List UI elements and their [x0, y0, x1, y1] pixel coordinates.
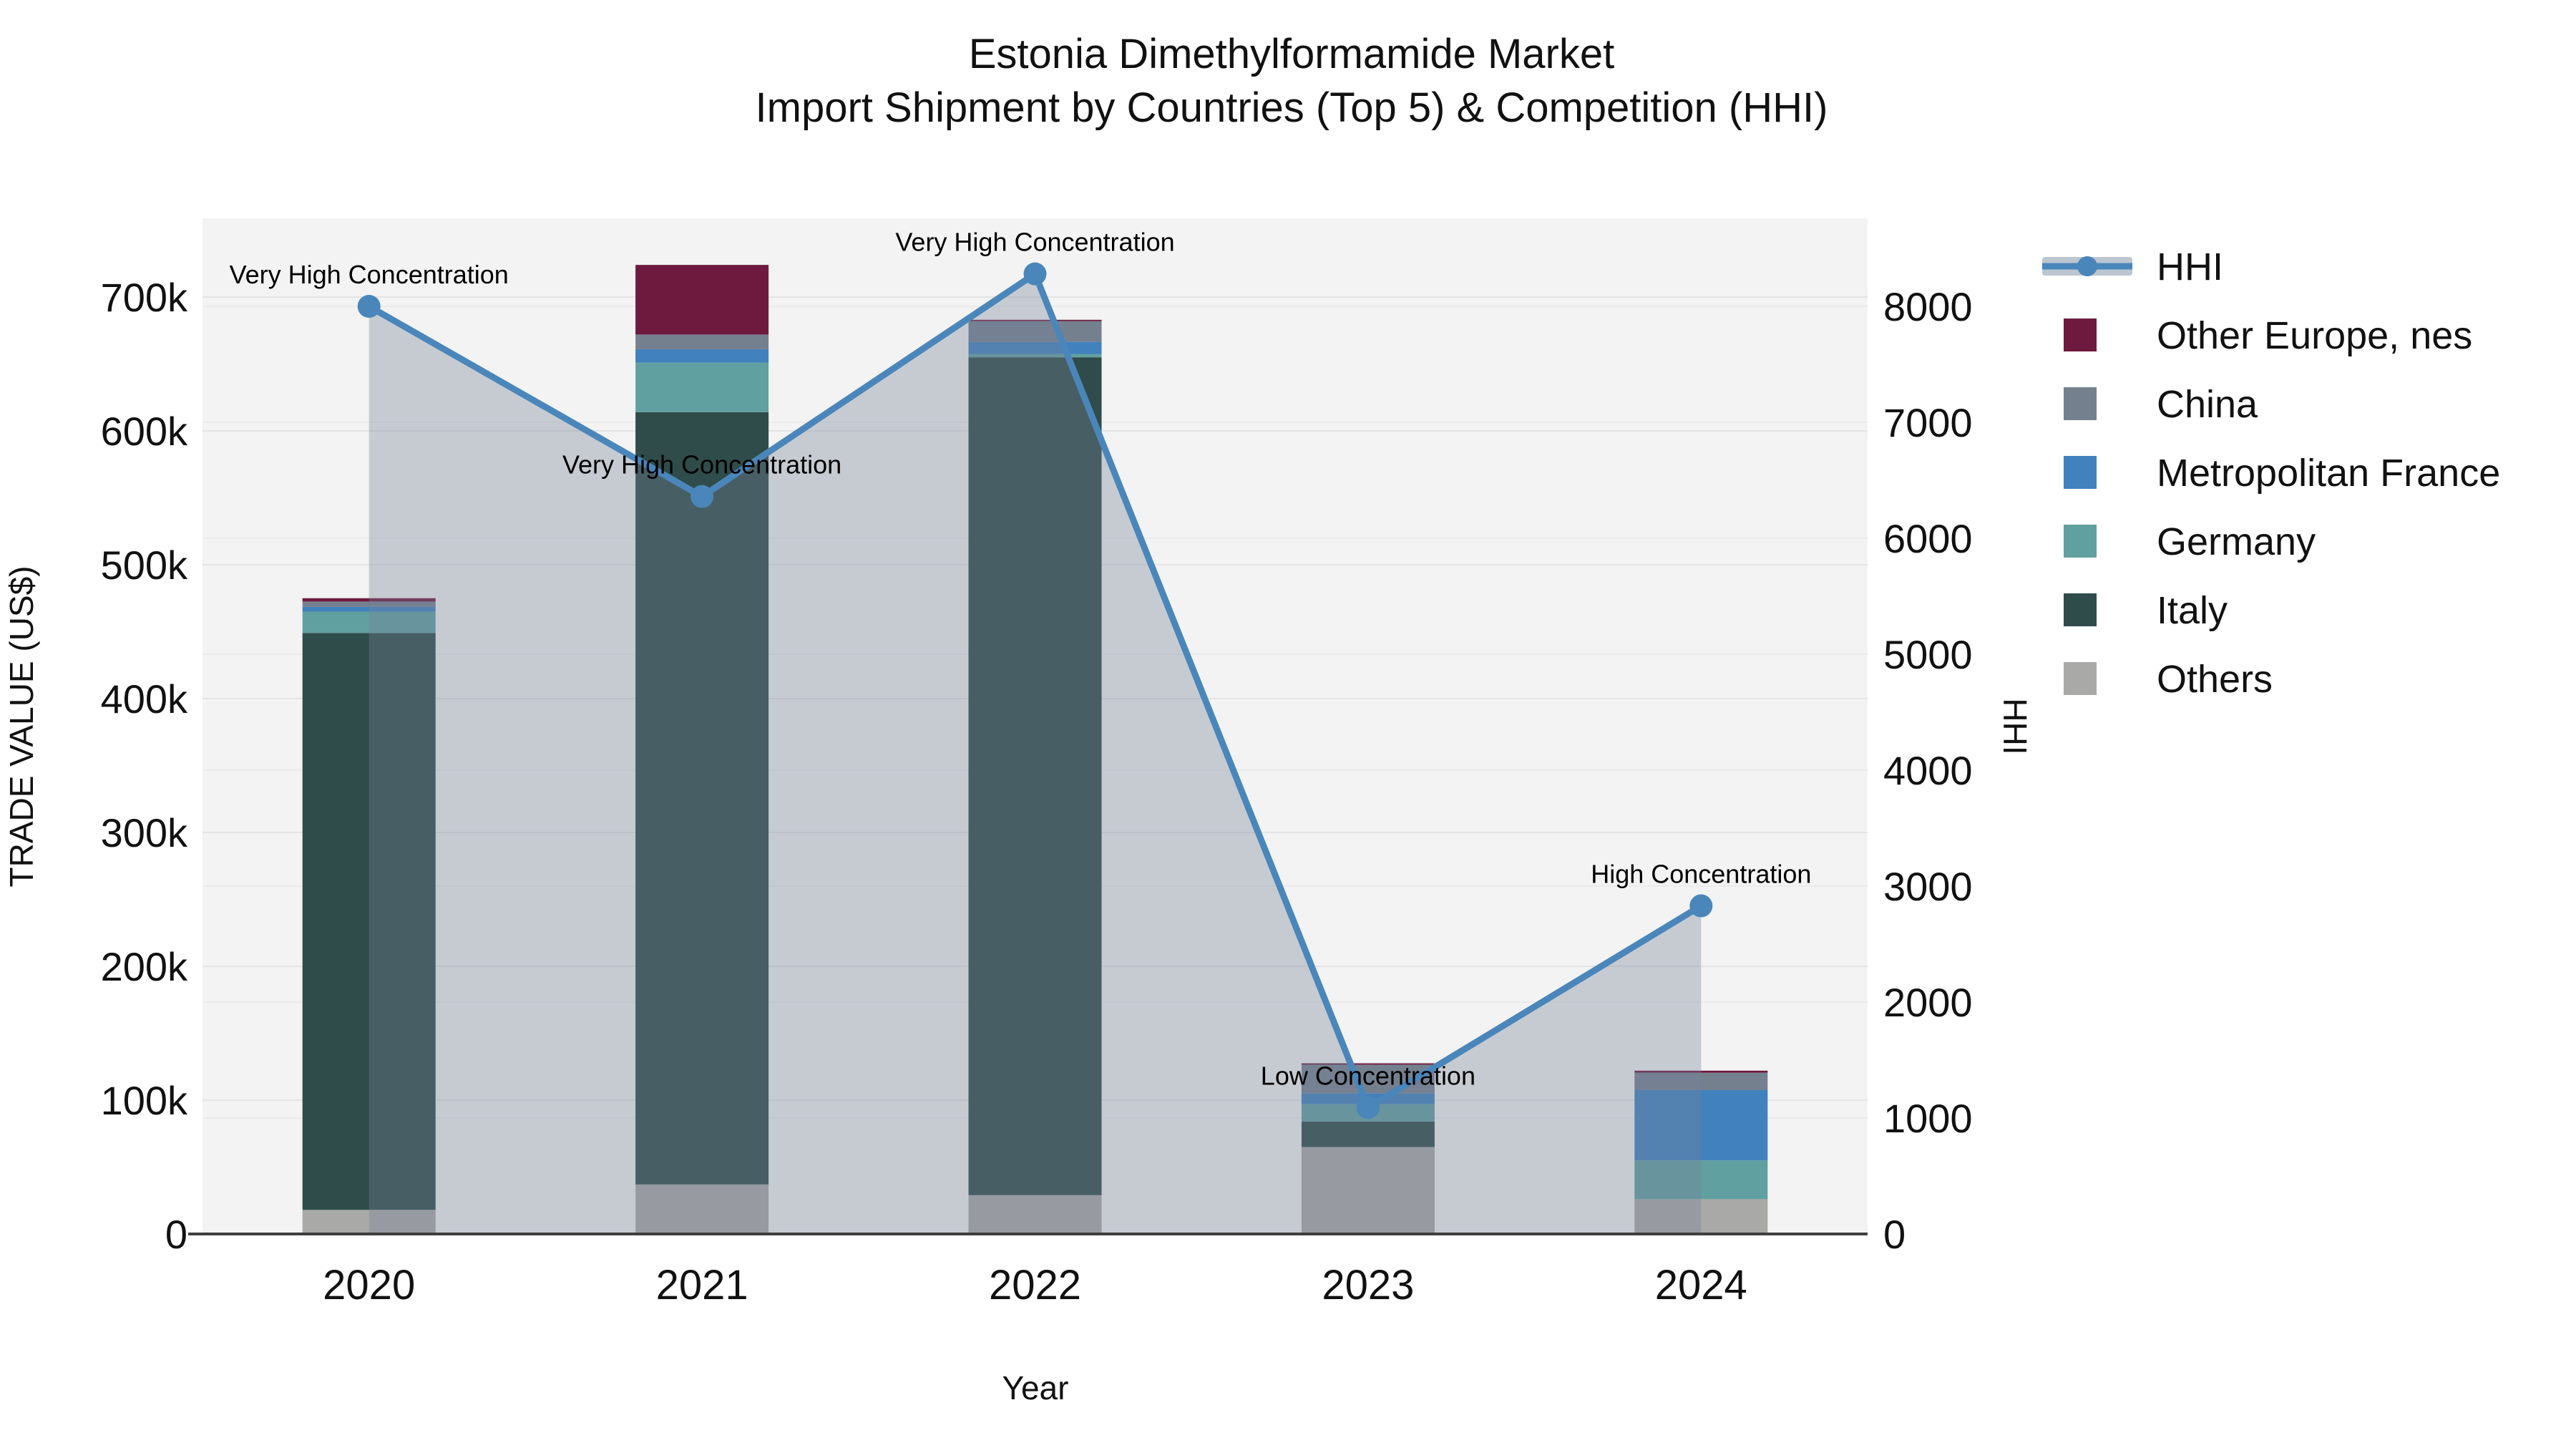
bar-segment-italy-2020	[302, 633, 436, 1210]
bar-segment-other-europe-nes-2021	[635, 265, 769, 335]
legend-item-other-europe-nes[interactable]: Other Europe, nes	[2064, 314, 2472, 357]
legend-item-italy[interactable]: Italy	[2064, 589, 2228, 632]
bar-segment-germany-2020	[302, 611, 436, 633]
legend-swatch	[2064, 456, 2097, 489]
bar-segment-other-europe-nes-2023	[1301, 1063, 1435, 1065]
bar-segment-italy-2022	[968, 357, 1102, 1195]
y-left-tick-500k: 500k	[101, 543, 188, 588]
hhi-marker-2023	[1356, 1096, 1380, 1119]
chart-title-line1: Estonia Dimethylformamide Market	[969, 31, 1615, 77]
legend-label: Italy	[2157, 589, 2228, 632]
bar-segment-italy-2023	[1301, 1121, 1435, 1147]
y-left-tick-700k: 700k	[101, 275, 188, 320]
legend-label: China	[2157, 383, 2258, 426]
legend-item-hhi[interactable]: HHI	[2042, 246, 2223, 288]
legend-label: Other Europe, nes	[2157, 314, 2472, 357]
legend-label: HHI	[2157, 246, 2223, 288]
legend-swatch	[2064, 525, 2097, 558]
annotation-2020: Very High Concentration	[230, 260, 509, 289]
y-right-tick-5000: 5000	[1883, 632, 1973, 677]
hhi-legend-marker	[2077, 256, 2097, 276]
y-left-tick-0: 0	[165, 1212, 187, 1257]
y-right-tick-1000: 1000	[1883, 1096, 1973, 1141]
y-left-tick-400k: 400k	[101, 676, 188, 721]
y-axis-left-title: TRADE VALUE (US$)	[3, 565, 40, 887]
legend-item-china[interactable]: China	[2064, 383, 2258, 426]
hhi-marker-2021	[691, 485, 714, 508]
hhi-marker-2022	[1023, 262, 1047, 286]
x-tick-2024: 2024	[1655, 1262, 1747, 1308]
plot-area: Very High Concentration Very High Concent…	[101, 218, 1973, 1308]
bar-segment-germany-2024	[1634, 1160, 1768, 1200]
bar-segment-metropolitan-france-2020	[302, 606, 436, 612]
y-right-tick-8000: 8000	[1883, 284, 1973, 329]
bar-segment-other-europe-nes-2022	[968, 319, 1102, 321]
bar-segment-china-2021	[635, 334, 769, 349]
y-right-tick-6000: 6000	[1883, 516, 1973, 561]
y-left-tick-300k: 300k	[101, 810, 188, 855]
y-left-tick-200k: 200k	[101, 944, 188, 989]
legend-item-others[interactable]: Others	[2064, 658, 2273, 701]
x-tick-2023: 2023	[1322, 1262, 1414, 1308]
legend-item-germany[interactable]: Germany	[2064, 520, 2316, 563]
legend-swatch	[2064, 387, 2097, 420]
hhi-marker-2024	[1689, 894, 1713, 918]
legend-label: Metropolitan France	[2157, 452, 2500, 495]
legend-swatch	[2064, 593, 2097, 626]
x-tick-2021: 2021	[656, 1262, 748, 1308]
annotation-2021: Very High Concentration	[562, 450, 841, 480]
y-right-tick-7000: 7000	[1883, 400, 1973, 445]
x-axis-title: Year	[1002, 1369, 1069, 1406]
y-right-tick-3000: 3000	[1883, 864, 1973, 909]
legend-label: Germany	[2157, 520, 2316, 563]
bar-segment-italy-2021	[635, 412, 769, 1185]
hhi-area-fill	[369, 273, 1702, 1234]
chart-title-line2: Import Shipment by Countries (Top 5) & C…	[756, 84, 1828, 131]
y-left-tick-600k: 600k	[101, 409, 188, 454]
y-right-tick-4000: 4000	[1883, 748, 1973, 793]
bar-segment-others-2020	[302, 1210, 436, 1234]
bar-segment-china-2020	[302, 601, 436, 607]
y-right-tick-2000: 2000	[1883, 980, 1973, 1025]
bar-segment-others-2021	[635, 1184, 769, 1234]
bar-segment-others-2023	[1301, 1147, 1435, 1234]
y-left-tick-100k: 100k	[101, 1078, 188, 1123]
bar-segment-metropolitan-france-2021	[635, 349, 769, 363]
bar-segment-others-2024	[1634, 1199, 1768, 1234]
bar-segment-other-europe-nes-2020	[302, 598, 436, 602]
legend-swatch	[2064, 319, 2097, 351]
annotation-2024: High Concentration	[1591, 860, 1811, 889]
bar-segment-others-2022	[968, 1195, 1102, 1234]
x-tick-2020: 2020	[323, 1262, 415, 1308]
bar-segment-germany-2022	[968, 354, 1102, 358]
legend-label: Others	[2157, 658, 2273, 701]
legend: HHI Other Europe, nes China Metropolitan Fr…	[2042, 246, 2500, 701]
legend-item-metropolitan-france[interactable]: Metropolitan France	[2064, 452, 2500, 495]
bar-segment-china-2024	[1634, 1072, 1768, 1090]
bar-segment-metropolitan-france-2024	[1634, 1089, 1768, 1161]
legend-swatch	[2064, 662, 2097, 695]
bar-segment-other-europe-nes-2024	[1634, 1070, 1768, 1073]
hhi-marker-2020	[357, 295, 381, 318]
bar-segment-germany-2021	[635, 362, 769, 412]
annotation-2022: Very High Concentration	[895, 228, 1174, 257]
x-tick-2022: 2022	[989, 1262, 1081, 1308]
bar-segment-china-2022	[968, 321, 1102, 342]
y-right-tick-0: 0	[1883, 1212, 1906, 1257]
annotation-2023: Low Concentration	[1261, 1061, 1475, 1090]
y-axis-right-title: HHI	[1996, 698, 2034, 754]
